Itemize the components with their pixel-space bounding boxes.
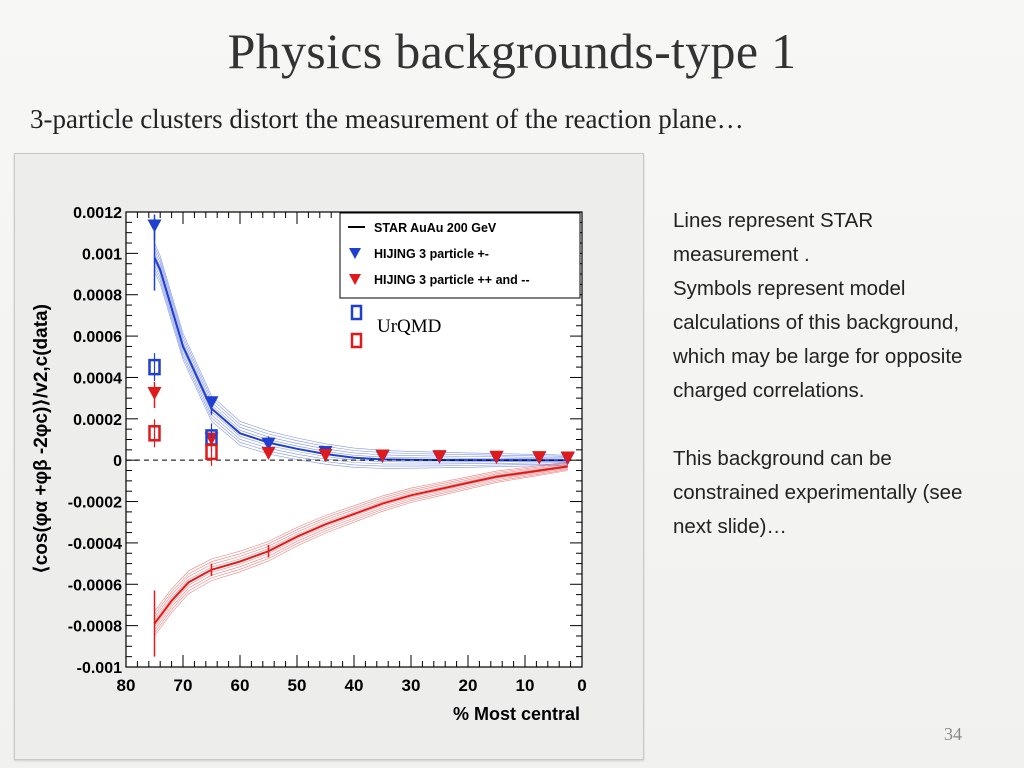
- y-tick-label: 0.0004: [73, 370, 122, 387]
- legend-red-triangle-icon: [349, 274, 361, 285]
- data-point-triangle: [318, 449, 333, 463]
- chart-svg: 80 70 60 50 40 30 20 10 0 0.0012 0.001 0.0008 0.0006…: [31, 205, 587, 724]
- band-hatch-line: [154, 468, 568, 630]
- y-tick-label: 0.0012: [73, 205, 122, 222]
- markers-layer: [147, 214, 575, 466]
- data-point-triangle: [560, 451, 575, 465]
- band-hatch-line: [154, 469, 568, 634]
- data-point-triangle: [204, 396, 219, 410]
- band-hatch-line: [154, 253, 568, 460]
- band-hatch-line: [154, 464, 568, 618]
- band-hatch-line: [154, 264, 568, 465]
- tick-labels-layer: 80 70 60 50 40 30 20 10 0 0.0012 0.001 0.0008 0.0006…: [68, 205, 587, 695]
- band-hatch-line: [154, 462, 568, 612]
- y-tick-label: 0.001: [82, 246, 122, 263]
- slide-number: 34: [944, 724, 962, 744]
- x-axis-label: % Most central: [453, 704, 580, 724]
- data-point-triangle: [261, 437, 276, 451]
- band-hatch-line: [154, 242, 568, 456]
- band-hatch-line: [154, 246, 568, 457]
- x-tick-label: 20: [459, 676, 478, 695]
- slide-subtitle: 3-particle clusters distort the measurem…: [30, 104, 744, 134]
- y-tick-label: 0.0002: [73, 412, 122, 429]
- note-constrained: This background can be constrained exper…: [673, 447, 963, 538]
- legend-entry-hijing-same: HIJING 3 particle ++ and --: [374, 273, 530, 287]
- x-tick-label: 60: [231, 676, 250, 695]
- data-point-triangle: [532, 451, 547, 465]
- band-hatch-line: [154, 465, 568, 621]
- legend-blue-triangle-icon: [349, 248, 361, 259]
- band-hatch-line: [154, 271, 568, 469]
- y-tick-label: 0: [113, 453, 122, 470]
- y-axis-label: ⟨cos(φα +φβ -2φc)⟩/v2,c(data): [31, 304, 52, 574]
- x-tick-label: 50: [288, 676, 307, 695]
- side-notes: Lines represent STAR measurement . Symbo…: [673, 204, 1003, 544]
- slide-title: Physics backgrounds-type 1: [227, 23, 797, 79]
- note-symbols: Symbols represent model calculations of …: [673, 277, 963, 402]
- legend-box: [339, 212, 581, 299]
- x-tick-label: 70: [174, 676, 193, 695]
- urqmd-blue-square-icon: [350, 304, 363, 321]
- x-tick-label: 80: [117, 676, 136, 695]
- urqmd-red-square-icon: [350, 332, 363, 349]
- x-tick-label: 0: [577, 676, 586, 695]
- y-tick-label: 0.0006: [73, 329, 122, 346]
- band-hatch-line: [154, 463, 568, 615]
- band-hatch-line: [154, 470, 568, 637]
- legend: STAR AuAu 200 GeV HIJING 3 particle +- H…: [339, 212, 581, 299]
- chart-figure: 80 70 60 50 40 30 20 10 0 0.0012 0.001 0.0008 0.0006…: [14, 153, 644, 760]
- y-tick-label: -0.0002: [68, 495, 122, 512]
- x-tick-label: 30: [402, 676, 421, 695]
- data-point-triangle: [375, 449, 390, 463]
- note-spacer: [673, 408, 1003, 442]
- note-lines: Lines represent STAR measurement .: [673, 209, 874, 266]
- x-tick-label: 10: [516, 676, 535, 695]
- legend-entry-hijing-pm: HIJING 3 particle +-: [374, 247, 489, 261]
- data-point-triangle: [432, 450, 447, 464]
- x-tick-label: 40: [345, 676, 364, 695]
- urqmd-annotation: UrQMD: [377, 316, 441, 337]
- series-line: [153, 465, 568, 625]
- legend-entry-star: STAR AuAu 200 GeV: [374, 221, 497, 235]
- y-tick-label: -0.0006: [68, 577, 122, 594]
- band-hatch-line: [154, 250, 568, 459]
- y-tick-label: -0.0004: [68, 536, 122, 553]
- data-point-triangle: [261, 446, 276, 460]
- data-point-triangle: [489, 450, 504, 464]
- band-hatch-line: [154, 467, 568, 627]
- band-hatch-line: [154, 268, 568, 467]
- y-tick-label: -0.0008: [68, 619, 122, 636]
- y-tick-label: 0.0008: [73, 288, 122, 305]
- y-tick-label: -0.001: [77, 660, 122, 677]
